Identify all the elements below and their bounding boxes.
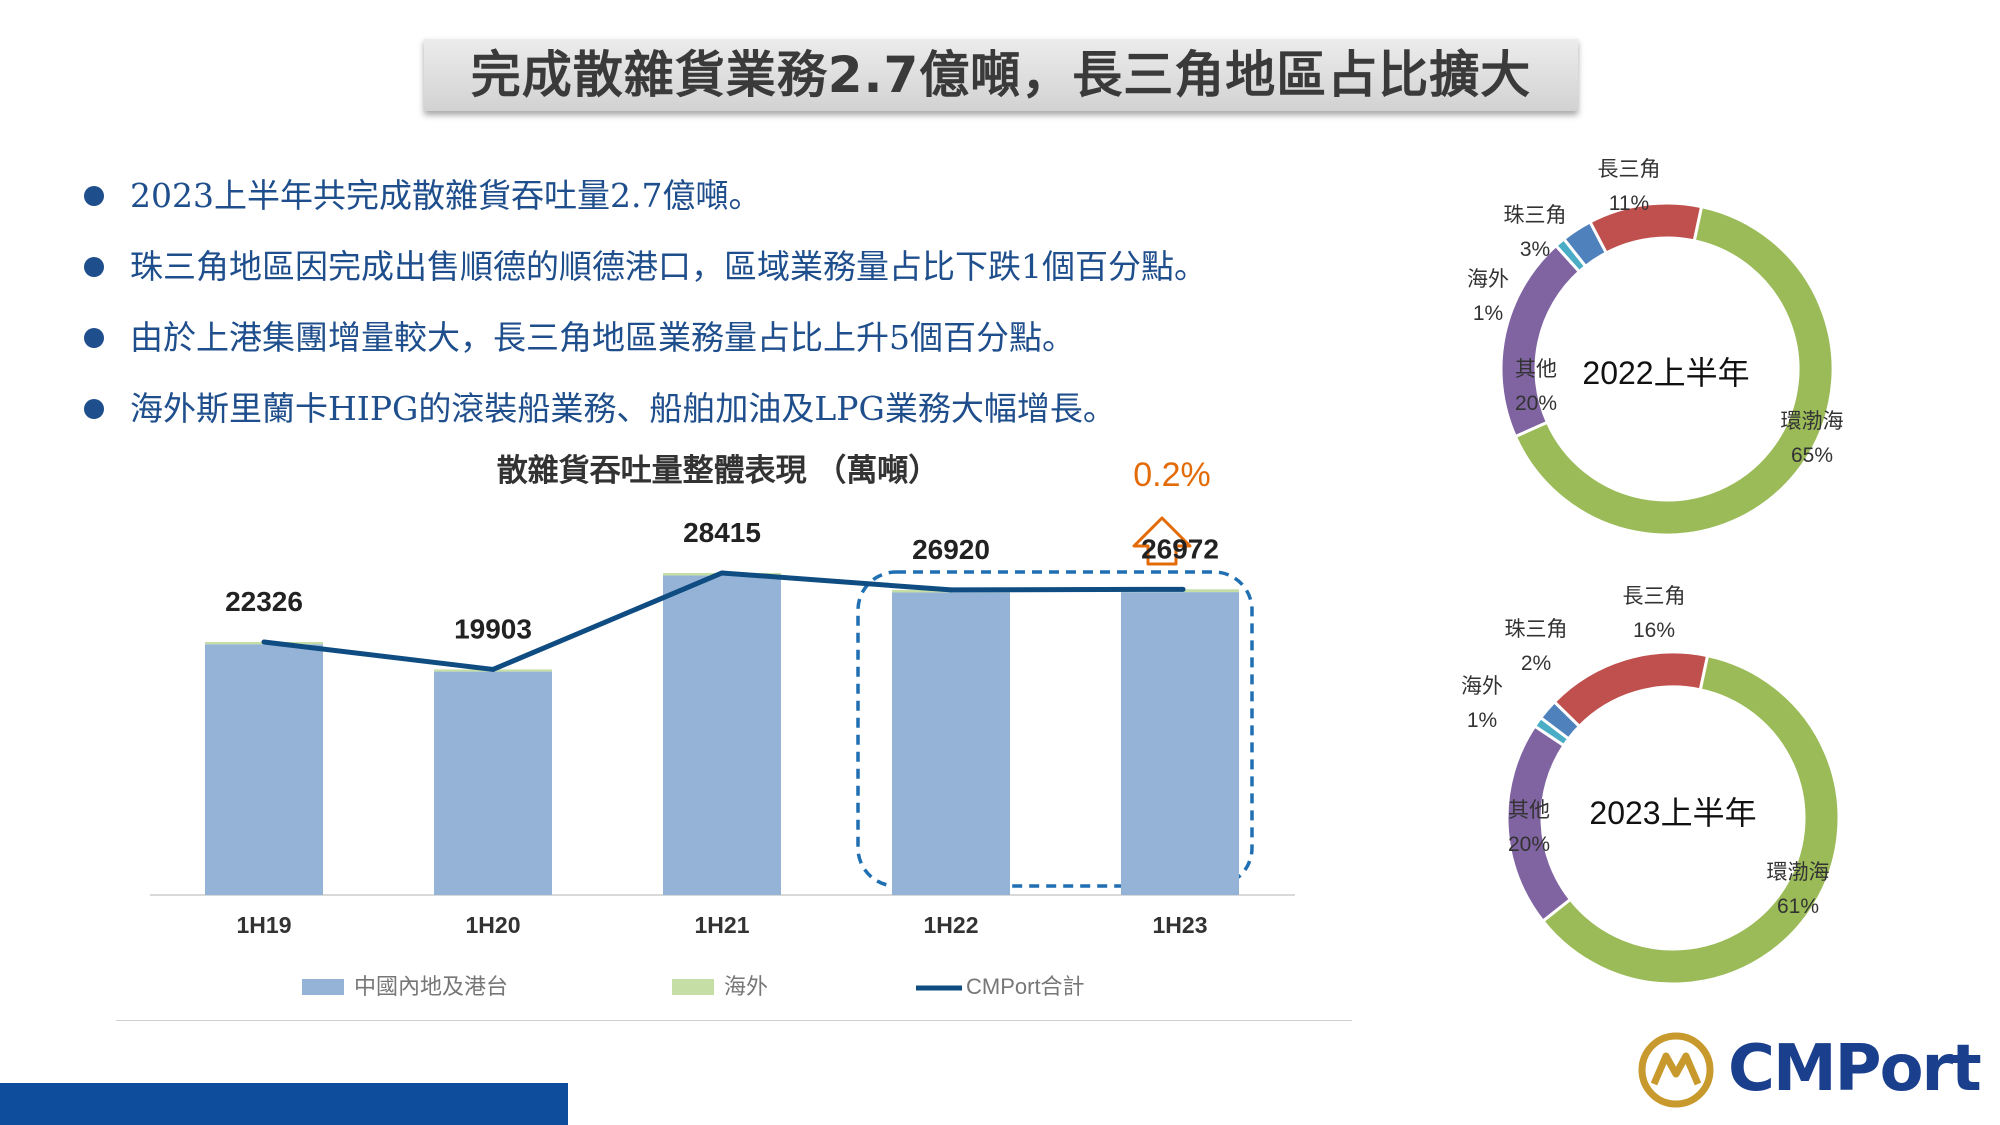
- total-point: [1180, 586, 1186, 592]
- bar-value-label: 26920: [912, 534, 990, 565]
- total-point: [490, 666, 496, 672]
- donut-slice: [1588, 201, 1704, 255]
- donut-slice: [1513, 204, 1835, 537]
- donut-slice-name: 長三角: [1623, 585, 1686, 608]
- donut-slice-name: 其他: [1515, 358, 1557, 381]
- donut-slice-name: 長三角: [1598, 158, 1661, 181]
- donut-slice-value: 20%: [1515, 392, 1557, 415]
- donut-slice-value: 11%: [1609, 192, 1649, 215]
- legend-label: 海外: [724, 974, 768, 999]
- cmport-emblem-icon: [1638, 1032, 1714, 1108]
- donut-slice-name: 珠三角: [1504, 204, 1567, 227]
- logo-wordmark: CMPort: [1728, 1032, 1982, 1106]
- total-point: [948, 587, 954, 593]
- slide-title: 完成散雜貨業務2.7億噸，長三角地區占比擴大: [470, 46, 1532, 104]
- donut-slice-name: 海外: [1461, 675, 1503, 698]
- bar-value-label: 19903: [454, 613, 532, 644]
- x-tick-label: 1H20: [466, 912, 521, 938]
- bullet-text: 2023上半年共完成散雜貨吞吐量2.7億噸。: [130, 176, 762, 215]
- bullet-item: 珠三角地區因完成出售順德的順德港口，區域業務量占比下跌1個百分點。: [82, 239, 1207, 310]
- donut-slice-value: 61%: [1777, 895, 1819, 918]
- donut-slice-value: 2%: [1521, 652, 1551, 675]
- donut-slice-name: 海外: [1467, 268, 1509, 291]
- bullet-list: 2023上半年共完成散雜貨吞吐量2.7億噸。 珠三角地區因完成出售順德的順德港口…: [82, 168, 1207, 452]
- growth-arrow-icon: [1132, 516, 1192, 566]
- donut-slice-value: 65%: [1791, 444, 1833, 467]
- bar-mainland: [1121, 592, 1239, 895]
- bullet-text: 海外斯里蘭卡HIPG的滾裝船業務、船舶加油及LPG業務大幅增長。: [130, 389, 1116, 428]
- slide-title-banner: 完成散雜貨業務2.7億噸，長三角地區占比擴大: [424, 38, 1578, 111]
- donut-slice-value: 16%: [1633, 619, 1675, 642]
- donut-slice-value: 1%: [1473, 302, 1503, 325]
- legend-label: 中國內地及港台: [354, 974, 508, 999]
- bar-mainland: [434, 671, 552, 895]
- bar-value-label: 28415: [683, 517, 761, 548]
- total-point: [719, 570, 725, 576]
- donut-center-label: 2022上半年: [1582, 355, 1749, 391]
- throughput-bar-chart: 散雜貨吞吐量整體表現 （萬噸） 0.2% 1H19 1H20 1H21 1H22 1H2…: [150, 453, 1295, 999]
- x-tick-label: 1H23: [1153, 912, 1208, 938]
- donut-slice-value: 20%: [1508, 833, 1550, 856]
- cmport-logo: CMPort: [1636, 1030, 1996, 1110]
- bar-mainland: [205, 644, 323, 895]
- bullet-dot-icon: [84, 399, 104, 419]
- footer-divider: [116, 1020, 1352, 1021]
- bar-value-label: 22326: [225, 586, 303, 617]
- x-tick-label: 1H21: [695, 912, 750, 938]
- donut-slice-name: 珠三角: [1505, 618, 1568, 641]
- legend-swatch-overseas: [672, 979, 714, 995]
- donut-slice-name: 環渤海: [1781, 410, 1844, 433]
- donut-slice: [1540, 653, 1841, 986]
- bullet-item: 海外斯里蘭卡HIPG的滾裝船業務、船舶加油及LPG業務大幅增長。: [82, 381, 1207, 452]
- x-tick-label: 1H19: [237, 912, 292, 938]
- donut-chart-2023: 2023上半年 環渤海 61% 其他 20% 海外 1% 珠三角 2% 長三角 16%: [1461, 585, 1841, 986]
- bar-value-label: 26972: [1141, 533, 1219, 564]
- donut-slice-value: 1%: [1467, 709, 1497, 732]
- donut-slice-name: 其他: [1508, 799, 1550, 822]
- bullet-item: 2023上半年共完成散雜貨吞吐量2.7億噸。: [82, 168, 1207, 239]
- total-point: [261, 639, 267, 645]
- donut-slice: [1552, 650, 1710, 729]
- highlight-box: [856, 570, 1254, 888]
- bullet-item: 由於上港集團增量較大，長三角地區業務量占比上升5個百分點。: [82, 310, 1207, 381]
- bullet-dot-icon: [84, 186, 104, 206]
- x-tick-label: 1H22: [924, 912, 979, 938]
- bar-mainland: [892, 592, 1010, 895]
- donut-center-label: 2023上半年: [1589, 795, 1756, 831]
- bullet-text: 由於上港集團增量較大，長三角地區業務量占比上升5個百分點。: [130, 318, 1075, 357]
- donut-slice-name: 環渤海: [1767, 861, 1830, 884]
- bottom-accent-bar: [0, 1083, 568, 1125]
- donut-slice-value: 3%: [1520, 238, 1550, 261]
- bullet-text: 珠三角地區因完成出售順德的順德港口，區域業務量占比下跌1個百分點。: [130, 247, 1207, 286]
- legend-label: CMPort合計: [966, 974, 1085, 999]
- legend-swatch-mainland: [302, 979, 344, 995]
- growth-label: 0.2%: [1133, 456, 1211, 494]
- donut-slice: [1505, 724, 1573, 924]
- donut-chart-2022: 2022上半年 環渤海 65% 其他 20% 海外 1% 珠三角 3% 長三角 11%: [1467, 158, 1844, 537]
- bar-mainland: [663, 575, 781, 895]
- bullet-dot-icon: [84, 328, 104, 348]
- bullet-dot-icon: [84, 257, 104, 277]
- bar-chart-title: 散雜貨吞吐量整體表現 （萬噸）: [497, 453, 940, 488]
